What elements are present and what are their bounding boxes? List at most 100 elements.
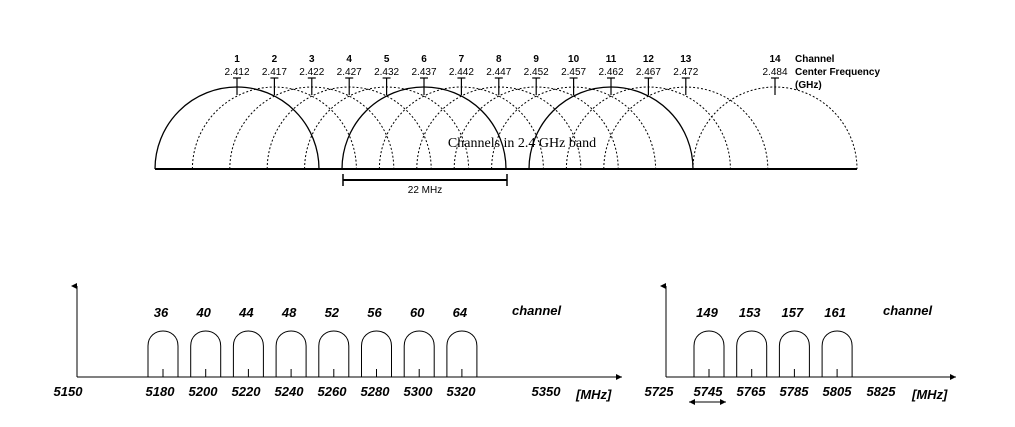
channel-5ghz-high-number-149: 149 — [696, 305, 718, 320]
channel-5ghz-low-arc-64 — [446, 330, 478, 377]
channel-frequency-3: 2.422 — [299, 67, 324, 78]
channel-5ghz-low-arc-60 — [403, 330, 435, 377]
channel-number-2: 2 — [272, 54, 278, 65]
legend-ghz-unit: (GHz) — [795, 80, 822, 91]
band-5ghz-low-diagram: 36 40 44 48 52 56 60 64 5150 5180 5200 5220 5240 526… — [54, 283, 622, 402]
channel-frequency-13: 2.472 — [673, 67, 698, 78]
axis-label-5ghz-high-5765: 5765 — [737, 384, 767, 399]
channel-label-5ghz-high: channel — [883, 303, 933, 318]
channel-number-11: 11 — [606, 54, 617, 65]
channel-number-5: 5 — [384, 54, 390, 65]
axis-label-5ghz-low-5150: 5150 — [54, 384, 84, 399]
channel-arc-12 — [565, 86, 731, 170]
channel-frequency-6: 2.437 — [411, 67, 436, 78]
channel-frequency-9: 2.452 — [524, 67, 549, 78]
channel-number-3: 3 — [309, 54, 315, 65]
unit-label-5ghz-high: [MHz] — [911, 387, 948, 402]
axis-labels-5ghz-low: 5150 5180 5200 5220 5240 5260 5280 5300 5320 5350 — [54, 384, 562, 399]
band-2-4ghz-diagram: 1 2.412 2 2.417 3 2.422 4 2.427 5 2.432 6 2.437 7 2.4… — [154, 54, 880, 196]
channel-5ghz-high-arc-161 — [821, 330, 853, 377]
axis-label-5ghz-low-5280: 5280 — [361, 384, 391, 399]
axis-label-5ghz-high-5725: 5725 — [645, 384, 675, 399]
channel-number-1: 1 — [234, 54, 240, 65]
axis-label-5ghz-low-5350: 5350 — [532, 384, 562, 399]
channel-5ghz-low-number-60: 60 — [410, 305, 425, 320]
channel-arc-14 — [692, 86, 858, 170]
channel-arcs-2-4ghz — [154, 86, 858, 170]
axis-label-5ghz-low-5220: 5220 — [232, 384, 262, 399]
channel-frequency-4: 2.427 — [337, 67, 362, 78]
channel-frequency-5: 2.432 — [374, 67, 399, 78]
axis-label-5ghz-low-5320: 5320 — [447, 384, 477, 399]
channel-frequency-11: 2.462 — [598, 67, 623, 78]
channel-arcs-5ghz-high — [693, 330, 853, 377]
channel-number-12: 12 — [643, 54, 655, 65]
channel-5ghz-low-number-48: 48 — [281, 305, 297, 320]
axis-labels-5ghz-high: 5725 5745 5765 5785 5805 5825 — [645, 384, 897, 399]
channel-markers-2-4ghz — [233, 77, 779, 95]
channel-width-label: 22 MHz — [408, 185, 442, 196]
channel-arcs-5ghz-low — [147, 330, 478, 377]
channel-number-4: 4 — [346, 54, 352, 65]
channel-5ghz-high-number-153: 153 — [739, 305, 761, 320]
legend-channel: Channel — [795, 54, 835, 65]
channel-frequency-8: 2.447 — [486, 67, 511, 78]
axis-label-5ghz-high-5825: 5825 — [867, 384, 897, 399]
channel-5ghz-low-number-40: 40 — [195, 305, 211, 320]
axis-label-5ghz-low-5200: 5200 — [189, 384, 219, 399]
channel-5ghz-high-number-157: 157 — [782, 305, 804, 320]
channel-frequency-7: 2.442 — [449, 67, 474, 78]
channel-labels-5ghz-high: 149 153 157 161 — [696, 305, 846, 320]
channel-number-13: 13 — [680, 54, 692, 65]
channel-frequency-12: 2.467 — [636, 67, 661, 78]
channel-label-5ghz-low: channel — [512, 303, 562, 318]
channel-arc-6 — [341, 86, 507, 170]
channel-frequency-1: 2.412 — [224, 67, 249, 78]
channel-5ghz-low-arc-52 — [318, 330, 350, 377]
channel-arc-9 — [453, 86, 619, 170]
channel-5ghz-low-arc-40 — [190, 330, 222, 377]
channel-5ghz-low-number-52: 52 — [325, 305, 340, 320]
channel-5ghz-low-number-44: 44 — [238, 305, 254, 320]
channel-width-indicator: 22 MHz — [342, 174, 508, 196]
channel-5ghz-high-number-161: 161 — [824, 305, 846, 320]
axis-label-5ghz-low-5240: 5240 — [275, 384, 305, 399]
axis-label-5ghz-high-5745: 5745 — [694, 384, 724, 399]
band-2-4ghz-title: Channels in 2.4 GHz band — [448, 136, 596, 151]
channel-5ghz-low-arc-44 — [232, 330, 264, 377]
channel-arc-7 — [378, 86, 544, 170]
channel-number-10: 10 — [568, 54, 580, 65]
channel-arc-2 — [191, 86, 357, 170]
channel-5ghz-high-arc-153 — [736, 330, 768, 377]
axis-label-5ghz-high-5785: 5785 — [780, 384, 810, 399]
axis-label-5ghz-low-5260: 5260 — [318, 384, 348, 399]
legend-center-frequency: Center Frequency — [795, 67, 880, 78]
unit-label-5ghz-low: [MHz] — [575, 387, 612, 402]
channel-labels-5ghz-low: 36 40 44 48 52 56 60 64 — [154, 305, 468, 320]
channel-labels-2-4ghz: 1 2.412 2 2.417 3 2.422 4 2.427 5 2.432 6 2.437 7 2.4… — [224, 54, 787, 78]
channel-number-7: 7 — [459, 54, 465, 65]
channel-arc-4 — [266, 86, 432, 170]
channel-5ghz-high-arc-149 — [693, 330, 725, 377]
channel-arc-13 — [603, 86, 769, 170]
channel-arc-10 — [491, 86, 657, 170]
channel-frequency-2: 2.417 — [262, 67, 287, 78]
channel-5ghz-low-arc-36 — [147, 330, 179, 377]
axis-label-5ghz-low-5300: 5300 — [404, 384, 434, 399]
channel-number-8: 8 — [496, 54, 502, 65]
channel-arc-3 — [229, 86, 395, 170]
channel-frequency-10: 2.457 — [561, 67, 586, 78]
channel-5ghz-low-number-64: 64 — [453, 305, 468, 320]
channel-arc-8 — [416, 86, 582, 170]
channel-5ghz-low-number-56: 56 — [367, 305, 382, 320]
channel-arc-5 — [304, 86, 470, 170]
channel-arc-1 — [154, 86, 320, 170]
channel-number-9: 9 — [533, 54, 539, 65]
channel-5ghz-low-arc-48 — [275, 330, 307, 377]
channel-number-6: 6 — [421, 54, 427, 65]
channel-5ghz-high-arc-157 — [778, 330, 810, 377]
channel-arc-11 — [528, 86, 694, 170]
channel-number-14: 14 — [769, 54, 781, 65]
channel-5ghz-low-arc-56 — [361, 330, 392, 377]
